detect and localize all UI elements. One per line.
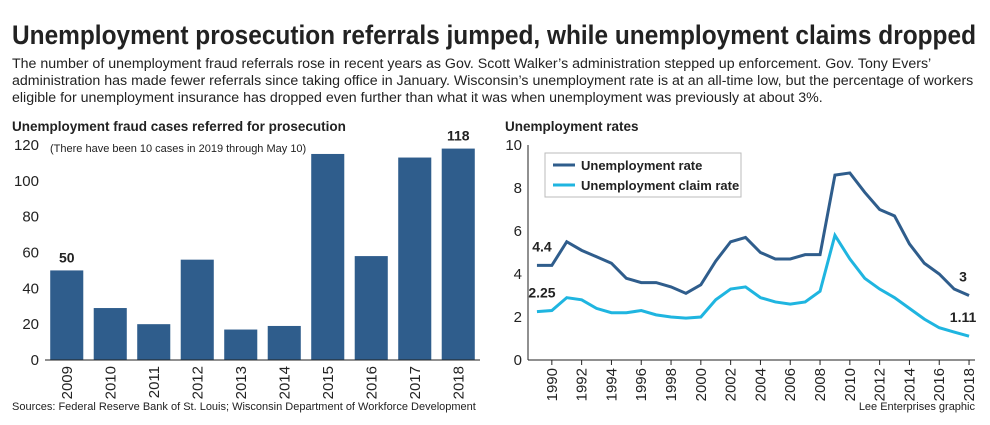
x-tick-label: 1998 — [663, 368, 680, 401]
data-label: 2.25 — [528, 285, 555, 301]
line — [536, 171, 970, 297]
y-tick-label: 4 — [514, 266, 522, 283]
x-tick-label: 2008 — [812, 368, 829, 401]
y-tick-label: 100 — [14, 173, 39, 190]
data-label: 3 — [959, 269, 967, 285]
y-tick-label: 80 — [22, 209, 39, 226]
x-tick-label: 2018 — [961, 368, 978, 401]
x-tick-label: 2009 — [59, 366, 76, 399]
bar — [267, 325, 301, 360]
x-tick-label: 2018 — [450, 366, 467, 399]
y-tick-label: 40 — [22, 280, 39, 297]
main-title: Unemployment prosecution referrals jumpe… — [12, 20, 976, 50]
data-label: 1.11 — [950, 309, 977, 325]
chart-title: Unemployment fraud cases referred for pr… — [12, 119, 346, 134]
y-tick-label: 60 — [22, 245, 39, 262]
source: Sources: Federal Reserve Bank of St. Lou… — [12, 401, 476, 413]
y-tick-label: 2 — [514, 309, 522, 326]
x-tick-label: 1992 — [574, 368, 591, 401]
data-label: 50 — [59, 249, 75, 265]
bar — [50, 270, 84, 360]
bar — [180, 259, 214, 360]
x-tick-label: 2016 — [931, 368, 948, 401]
bar — [441, 148, 475, 360]
y-tick-label: 120 — [14, 137, 39, 154]
x-tick-label: 2012 — [189, 366, 206, 399]
x-tick-label: 2013 — [233, 366, 250, 399]
data-label: 4.4 — [532, 238, 552, 254]
x-tick-label: 2006 — [782, 368, 799, 401]
legend-box — [544, 152, 742, 198]
bar — [311, 153, 345, 360]
x-tick-label: 2015 — [320, 366, 337, 399]
x-tick-label: 1990 — [544, 368, 561, 401]
bar — [93, 308, 127, 360]
y-tick-label: 6 — [514, 223, 522, 240]
x-tick-label: 2014 — [276, 366, 293, 399]
y-tick-label: 10 — [505, 137, 522, 154]
x-tick-label: 2000 — [693, 368, 710, 401]
x-tick-label: 2017 — [407, 366, 424, 399]
bar — [224, 329, 258, 360]
bar — [398, 157, 432, 360]
x-tick-label: 2004 — [752, 368, 769, 401]
bar — [137, 324, 171, 360]
subtitle: The number of unemployment fraud referra… — [12, 56, 974, 106]
data-label: 118 — [447, 128, 470, 144]
y-tick-label: 8 — [514, 180, 522, 197]
line — [536, 231, 970, 338]
y-tick-label: 0 — [514, 352, 522, 369]
x-tick-label: 2014 — [901, 368, 918, 401]
x-tick-label: 1996 — [633, 368, 650, 401]
x-tick-label: 1994 — [603, 368, 620, 401]
x-tick-label: 2010 — [842, 368, 859, 401]
legend-label: Unemployment rate — [581, 158, 702, 173]
bar — [354, 256, 388, 360]
x-tick-label: 2010 — [102, 366, 119, 399]
y-tick-label: 20 — [22, 316, 39, 333]
credit: Lee Enterprises graphic — [859, 401, 976, 413]
x-tick-label: 2002 — [723, 368, 740, 401]
chart-title: Unemployment rates — [505, 119, 639, 134]
x-tick-label: 2011 — [146, 366, 163, 398]
x-tick-label: 2016 — [363, 366, 380, 399]
legend-label: Unemployment claim rate — [581, 178, 739, 193]
x-tick-label: 2012 — [872, 368, 889, 401]
y-tick-label: 0 — [31, 352, 39, 369]
annotation: (There have been 10 cases in 2019 throug… — [50, 143, 306, 155]
